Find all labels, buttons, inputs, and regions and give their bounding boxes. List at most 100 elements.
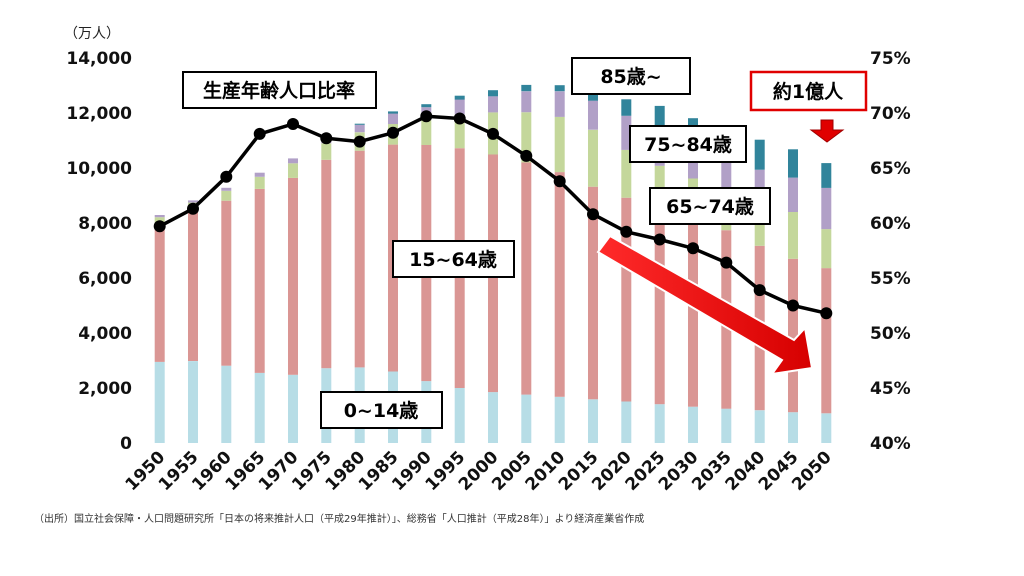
callout-down-arrow-icon <box>809 119 845 143</box>
left-tick-label: 6,000 <box>78 269 132 289</box>
svg-text:生産年齢人口比率: 生産年齢人口比率 <box>203 79 355 102</box>
bar-2005-s1 <box>521 162 532 395</box>
left-axis: 0 2,000 4,000 6,000 8,000 10,000 12,000 14,000 <box>66 49 132 454</box>
left-tick-label: 2,000 <box>78 379 132 399</box>
bar-2010-s0 <box>554 396 565 443</box>
x-axis: 1950195519601965197019751980198519901995… <box>122 447 836 495</box>
bar-1980-s1 <box>354 150 365 368</box>
bar-1965-s3 <box>254 172 265 177</box>
left-tick-label: 8,000 <box>78 214 132 234</box>
right-axis: 40% 45% 50% 55% 60% 65% 70% 75% <box>870 49 911 454</box>
bar-1990-s2 <box>421 120 432 145</box>
bar-1960-s3 <box>221 187 232 191</box>
bar-2045-s2 <box>788 212 798 259</box>
bar-1970-s2 <box>288 163 298 178</box>
ratio-point-1965 <box>253 127 266 140</box>
bar-2040-s4 <box>754 139 765 170</box>
label-75-84: 75~84歳 <box>629 125 747 163</box>
label-65-74: 65~74歳 <box>649 187 771 225</box>
ratio-line-layer <box>153 110 833 320</box>
bar-1995-s2 <box>454 114 465 149</box>
ratio-point-2040 <box>753 284 766 297</box>
right-tick-label: 50% <box>870 324 911 344</box>
svg-text:約1億人: 約1億人 <box>773 80 844 103</box>
ratio-point-1975 <box>320 132 333 145</box>
bar-2010-s3 <box>554 91 565 117</box>
right-tick-label: 75% <box>870 49 911 69</box>
bar-2015-s2 <box>588 129 598 187</box>
bar-1980-s3 <box>354 124 365 133</box>
ratio-point-1980 <box>353 135 366 148</box>
left-tick-label: 12,000 <box>66 104 132 124</box>
bar-2010-s4 <box>554 85 565 92</box>
bar-2020-s0 <box>621 401 632 443</box>
bar-2045-s3 <box>788 177 798 212</box>
bar-1965-s0 <box>254 372 265 443</box>
ratio-point-2015 <box>587 208 599 221</box>
ratio-point-1955 <box>187 202 199 215</box>
bar-2010-s1 <box>554 172 565 397</box>
bar-2025-s1 <box>654 207 665 405</box>
right-tick-label: 70% <box>870 104 911 124</box>
right-tick-label: 40% <box>870 434 911 454</box>
svg-text:75~84歳: 75~84歳 <box>644 134 732 156</box>
ratio-point-1960 <box>220 170 233 183</box>
bar-1970-s1 <box>288 177 298 375</box>
svg-text:85歳~: 85歳~ <box>600 66 661 88</box>
ratio-point-1985 <box>387 126 399 139</box>
ratio-point-2020 <box>620 225 633 238</box>
bar-2000-s4 <box>488 90 498 97</box>
bar-2025-s0 <box>654 404 665 443</box>
bar-2005-s4 <box>521 84 532 92</box>
bar-2010-s2 <box>554 116 565 173</box>
label-85: 85歳~ <box>571 57 691 95</box>
bar-1950-s1 <box>154 223 165 362</box>
bar-2020-s3 <box>621 115 632 150</box>
source-note: （出所）国立社会保障・人口問題研究所「日本の将来推計人口（平成29年推計）」、総… <box>34 514 645 525</box>
bar-2020-s1 <box>621 197 632 402</box>
bar-1955-s1 <box>188 210 198 361</box>
bar-1960-s1 <box>221 200 232 366</box>
bar-2000-s3 <box>488 96 498 113</box>
bar-2035-s3 <box>721 159 732 190</box>
bar-1960-s2 <box>221 190 232 201</box>
bar-2015-s0 <box>588 399 598 443</box>
bar-2030-s1 <box>688 217 698 407</box>
ratio-point-2025 <box>653 233 666 246</box>
ratio-point-2010 <box>553 175 566 188</box>
ratio-point-1990 <box>420 110 433 123</box>
label-0-14: 0~14歳 <box>320 391 443 429</box>
bar-1955-s0 <box>188 361 198 443</box>
right-tick-label: 60% <box>870 214 911 234</box>
bar-2050-s1 <box>821 268 832 414</box>
ratio-point-2050 <box>820 307 833 320</box>
bar-2040-s0 <box>754 410 765 443</box>
bar-1975-s2 <box>321 143 332 160</box>
bar-1985-s4 <box>388 111 398 114</box>
ratio-point-2030 <box>687 242 699 255</box>
ratio-point-1995 <box>453 112 466 125</box>
bar-2025-s4 <box>654 105 665 126</box>
right-tick-label: 45% <box>870 379 911 399</box>
bar-1970-s0 <box>288 374 298 443</box>
ratio-point-2045 <box>787 299 799 312</box>
callout-100-million: 約1億人 <box>749 70 868 112</box>
bar-2015-s1 <box>588 186 598 400</box>
bar-1955-s3 <box>188 200 198 203</box>
bar-1980-s4 <box>354 123 365 125</box>
right-tick-label: 55% <box>870 269 911 289</box>
bar-2005-s2 <box>521 112 532 163</box>
label-15-64: 15~64歳 <box>392 240 515 278</box>
bar-2050-s3 <box>821 187 832 230</box>
bar-1960-s0 <box>221 365 232 443</box>
left-tick-label: 14,000 <box>66 49 132 69</box>
bar-2005-s3 <box>521 91 532 113</box>
svg-text:15~64歳: 15~64歳 <box>409 249 497 271</box>
bar-1995-s4 <box>454 95 465 100</box>
bar-2050-s2 <box>821 229 832 269</box>
bar-2020-s4 <box>621 99 632 116</box>
bar-2015-s3 <box>588 100 598 130</box>
bar-1965-s2 <box>254 176 265 189</box>
bar-1965-s1 <box>254 188 265 373</box>
ratio-point-1970 <box>287 118 299 130</box>
